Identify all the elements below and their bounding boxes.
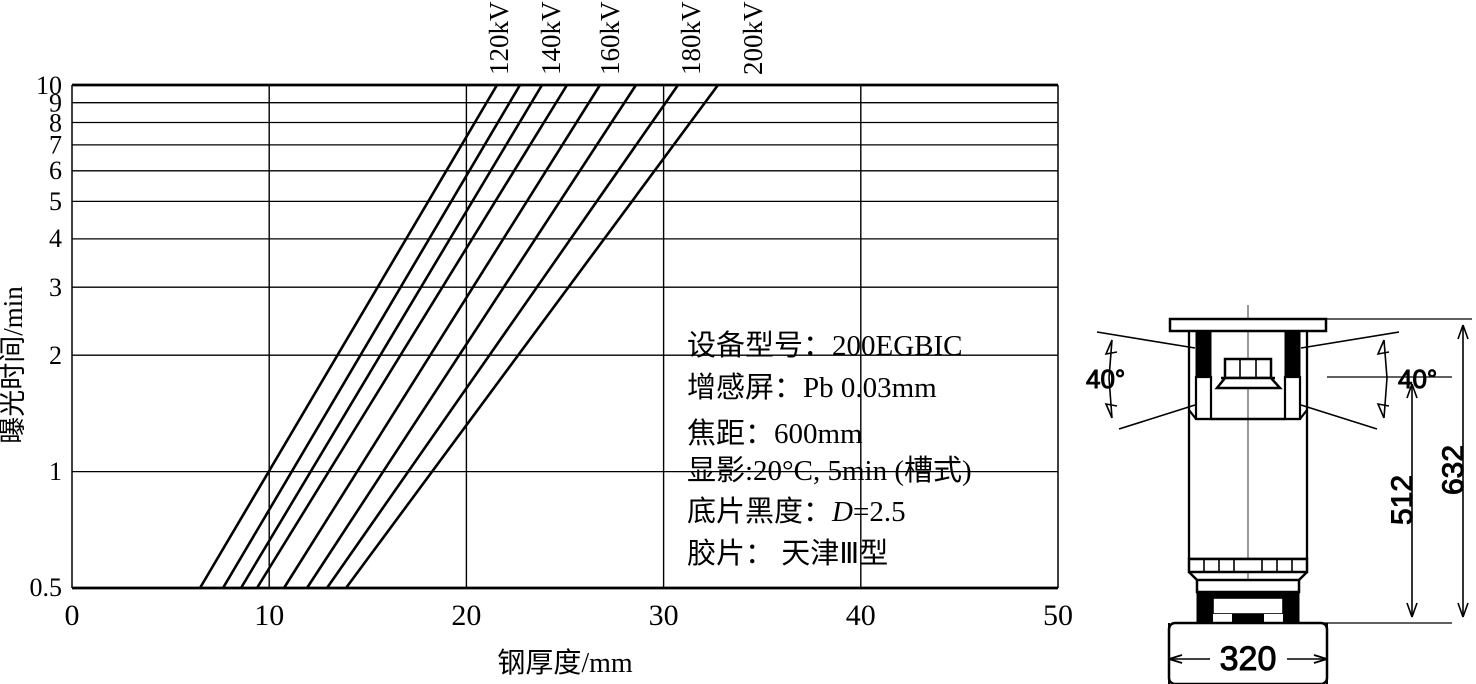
svg-text:焦距：600mm: 焦距：600mm xyxy=(687,417,863,450)
svg-text:4: 4 xyxy=(49,224,62,253)
svg-text:胶片： 天津Ⅲ型: 胶片： 天津Ⅲ型 xyxy=(687,537,888,570)
svg-text:180kV: 180kV xyxy=(676,1,706,75)
svg-text:40°: 40° xyxy=(1398,364,1437,394)
svg-text:40°: 40° xyxy=(1086,364,1125,394)
svg-text:1: 1 xyxy=(49,457,62,486)
svg-text:3: 3 xyxy=(49,273,62,302)
svg-text:0.5: 0.5 xyxy=(30,573,63,602)
svg-text:320: 320 xyxy=(1220,640,1277,678)
svg-text:120kV: 120kV xyxy=(484,1,514,75)
svg-text:设备型号：200EGBIC: 设备型号：200EGBIC xyxy=(687,329,963,362)
svg-text:40: 40 xyxy=(846,599,876,632)
svg-text:钢厚度/mm: 钢厚度/mm xyxy=(497,647,633,679)
svg-text:140kV: 140kV xyxy=(536,1,566,75)
svg-text:增感屏：Pb 0.03mm: 增感屏：Pb 0.03mm xyxy=(687,371,937,404)
svg-text:50: 50 xyxy=(1043,599,1073,632)
svg-text:160kV: 160kV xyxy=(595,1,625,75)
svg-text:5: 5 xyxy=(49,187,62,216)
svg-text:20: 20 xyxy=(451,599,481,632)
svg-text:632: 632 xyxy=(1437,445,1470,495)
svg-text:曝光时间/min: 曝光时间/min xyxy=(0,286,28,444)
svg-text:30: 30 xyxy=(649,599,679,632)
svg-text:6: 6 xyxy=(49,156,62,185)
svg-text:显影:20°C, 5min (槽式): 显影:20°C, 5min (槽式) xyxy=(687,454,972,487)
svg-text:2: 2 xyxy=(49,341,62,370)
svg-text:0: 0 xyxy=(65,599,80,632)
svg-text:200kV: 200kV xyxy=(738,1,768,75)
svg-text:512: 512 xyxy=(1386,475,1419,525)
svg-text:10: 10 xyxy=(254,599,284,632)
svg-text:底片黑度：D=2.5: 底片黑度：D=2.5 xyxy=(687,495,906,528)
